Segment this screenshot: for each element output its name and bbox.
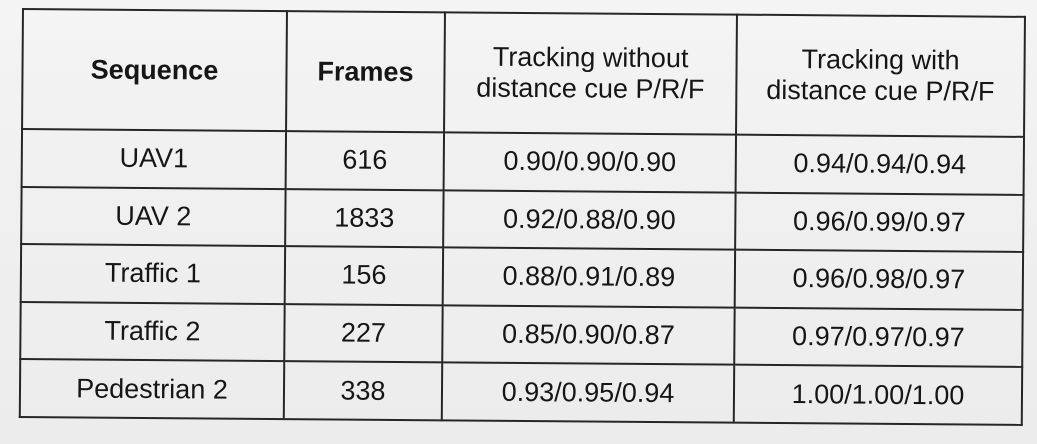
cell-with-cue: 0.94/0.94/0.94: [735, 134, 1025, 195]
table-row: UAV1 616 0.90/0.90/0.90 0.94/0.94/0.94: [21, 129, 1025, 195]
cell-sequence: UAV1: [21, 129, 287, 189]
cell-frames: 338: [283, 361, 443, 421]
cell-frames: 1833: [285, 188, 444, 248]
cell-without-cue: 0.88/0.91/0.89: [442, 247, 736, 308]
cell-sequence: Traffic 1: [20, 244, 286, 304]
table-row: Traffic 1 156 0.88/0.91/0.89 0.96/0.98/0…: [20, 244, 1024, 310]
table-row: UAV 2 1833 0.92/0.88/0.90 0.96/0.99/0.97: [21, 186, 1024, 253]
cell-without-cue: 0.93/0.95/0.94: [441, 362, 735, 423]
cell-sequence: UAV 2: [21, 186, 286, 247]
results-table-container: Sequence Frames Tracking without distanc…: [19, 8, 1026, 426]
cell-frames: 156: [284, 246, 444, 306]
header-sequence: Sequence: [22, 9, 287, 132]
cell-with-cue: 0.96/0.98/0.97: [734, 249, 1024, 310]
cell-without-cue: 0.90/0.90/0.90: [443, 132, 737, 193]
cell-sequence: Traffic 2: [20, 301, 285, 362]
header-tracking-with-distance-cue: Tracking with distance cue P/R/F: [736, 14, 1025, 137]
table-row: Pedestrian 2 338 0.93/0.95/0.94 1.00/1.0…: [19, 359, 1023, 425]
cell-without-cue: 0.85/0.90/0.87: [442, 305, 735, 365]
cell-frames: 616: [285, 131, 445, 190]
results-table: Sequence Frames Tracking without distanc…: [19, 8, 1026, 426]
header-frames: Frames: [286, 11, 445, 133]
table-row: Traffic 2 227 0.85/0.90/0.87 0.97/0.97/0…: [20, 301, 1023, 368]
cell-without-cue: 0.92/0.88/0.90: [443, 189, 736, 250]
cell-with-cue: 0.96/0.99/0.97: [735, 192, 1024, 253]
cell-with-cue: 1.00/1.00/1.00: [733, 364, 1023, 425]
header-tracking-without-distance-cue: Tracking without distance cue P/R/F: [444, 12, 737, 135]
cell-sequence: Pedestrian 2: [19, 359, 285, 420]
table-header-row: Sequence Frames Tracking without distanc…: [22, 9, 1025, 137]
cell-frames: 227: [284, 303, 443, 363]
cell-with-cue: 0.97/0.97/0.97: [734, 307, 1023, 368]
